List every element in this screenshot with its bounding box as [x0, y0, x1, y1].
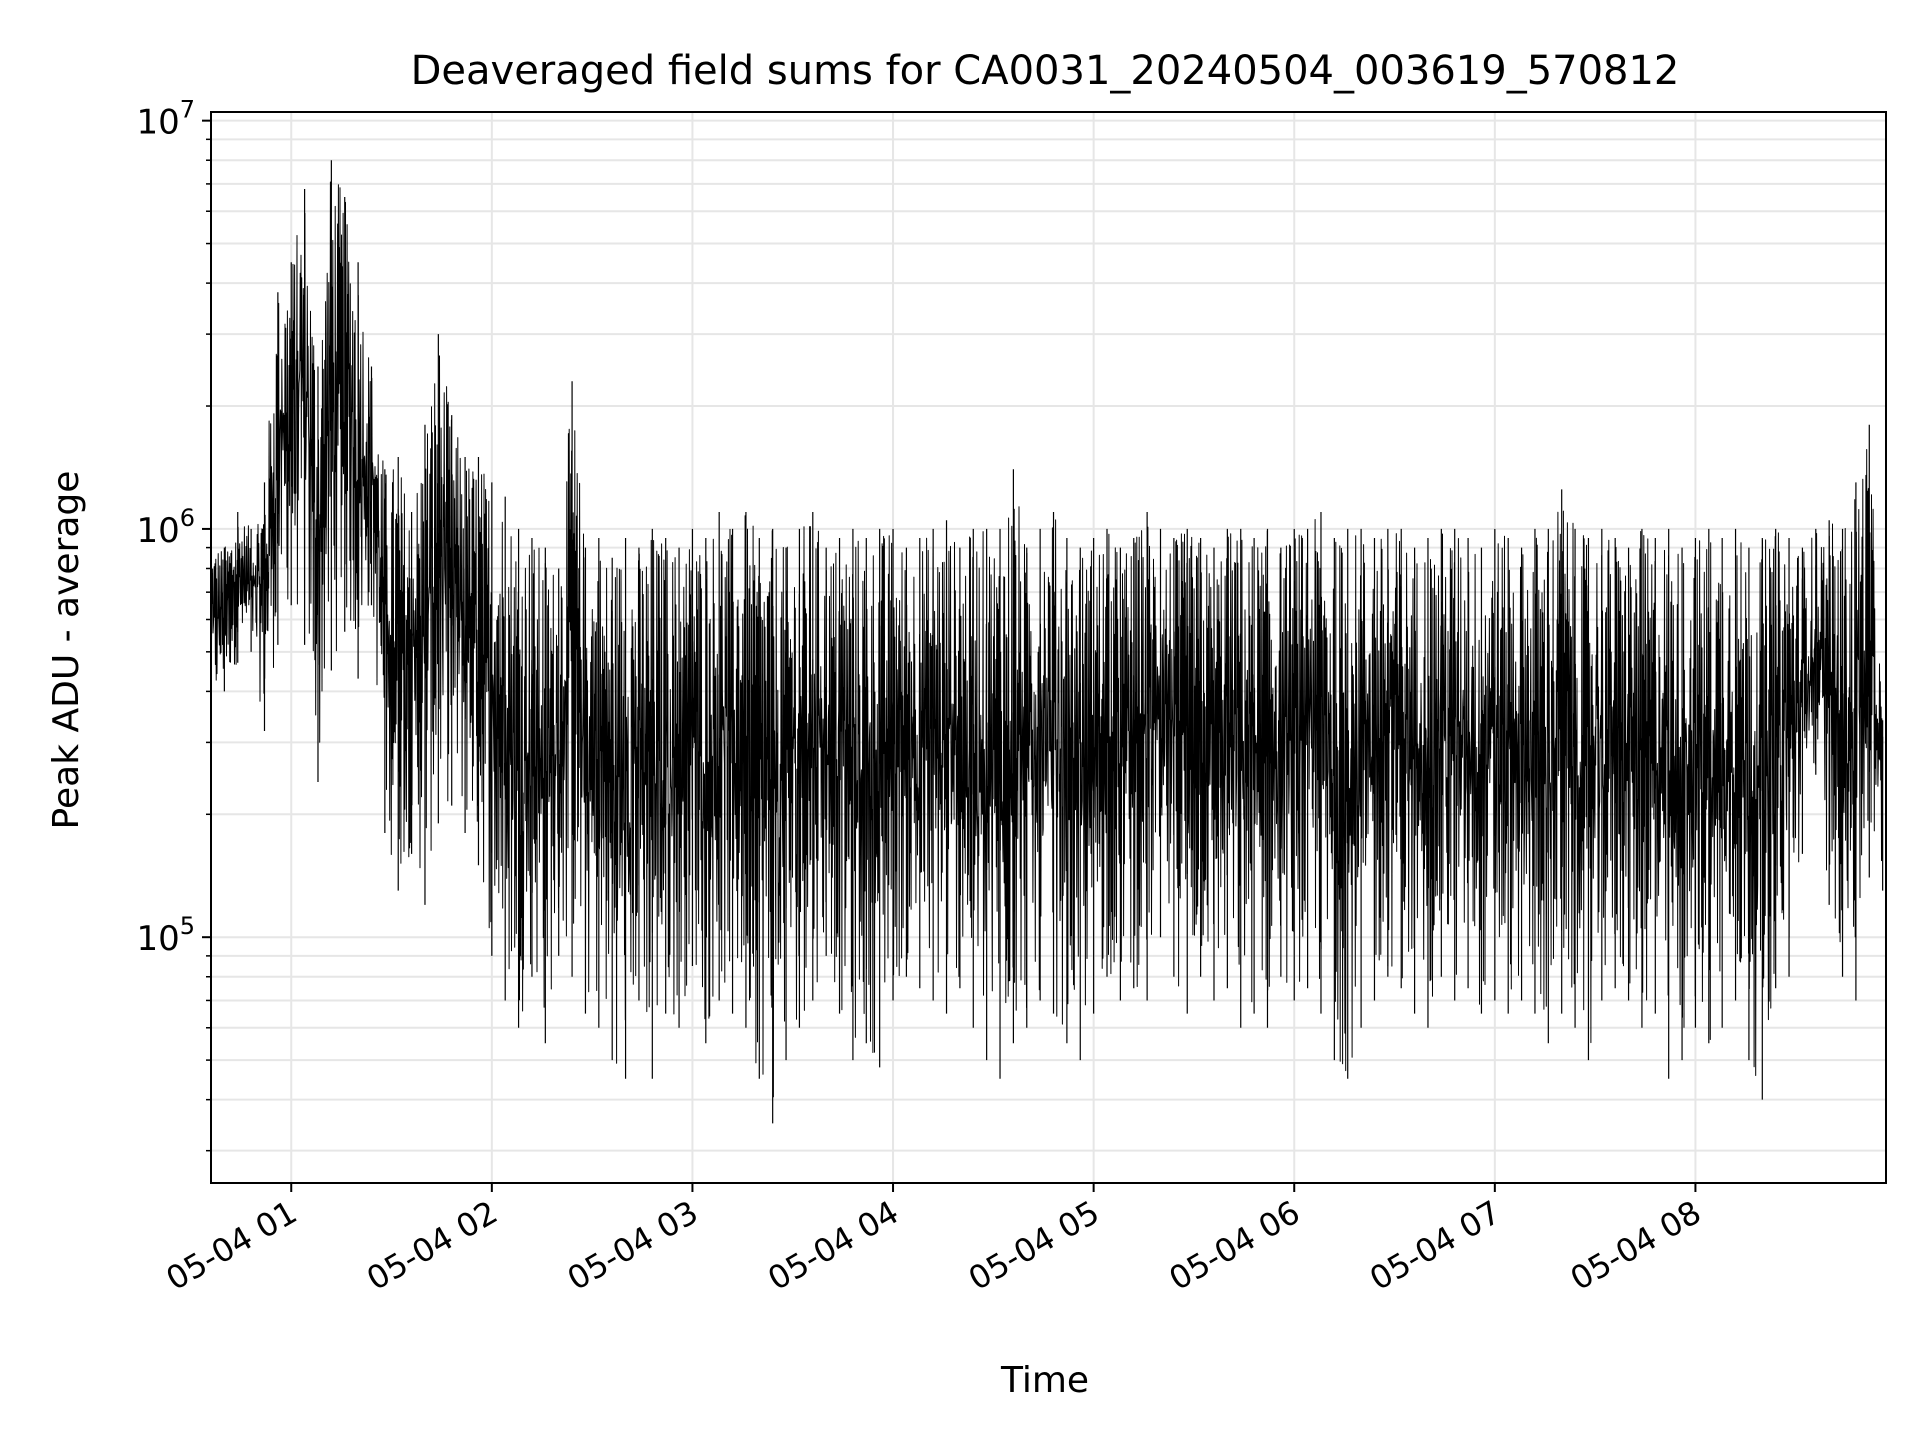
series-line-0 — [210, 181, 1884, 1098]
x-axis-label: Time — [1000, 1360, 1089, 1401]
y-tick-label: 105 — [136, 912, 195, 959]
series-layer — [210, 160, 1884, 1124]
chart-title: Deaveraged field sums for CA0031_2024050… — [411, 48, 1680, 94]
y-axis-label: Peak ADU - average — [46, 471, 87, 830]
y-tick-label: 106 — [136, 504, 195, 551]
plot-frame — [210, 111, 1887, 1184]
y-tick-label: 107 — [136, 96, 195, 143]
